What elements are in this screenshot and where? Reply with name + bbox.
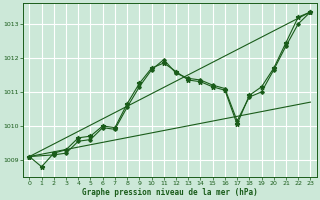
X-axis label: Graphe pression niveau de la mer (hPa): Graphe pression niveau de la mer (hPa) [82, 188, 258, 197]
